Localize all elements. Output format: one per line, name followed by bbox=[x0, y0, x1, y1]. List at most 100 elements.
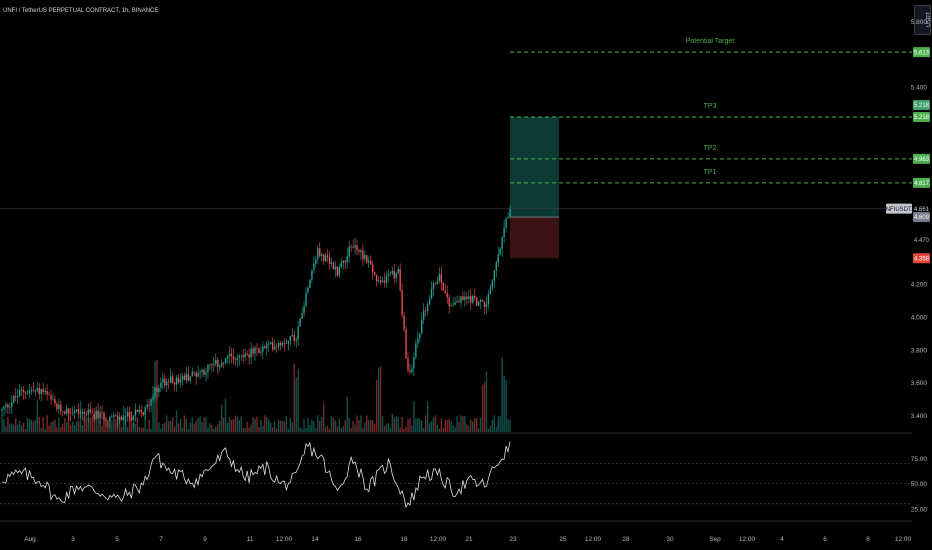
volume-bar bbox=[13, 424, 15, 432]
volume-bar bbox=[389, 427, 392, 432]
candle-body bbox=[146, 404, 148, 408]
volume-bar bbox=[311, 420, 313, 432]
candle-body bbox=[85, 414, 88, 415]
volume-bar bbox=[93, 417, 95, 432]
candle-body bbox=[89, 409, 91, 413]
candle-body bbox=[442, 282, 444, 291]
candle-body bbox=[444, 290, 446, 294]
volume-bar bbox=[68, 410, 70, 432]
volume-bar bbox=[501, 357, 503, 432]
candle-body bbox=[1, 409, 3, 411]
volume-bar bbox=[454, 426, 456, 432]
candle-body bbox=[205, 372, 207, 375]
volume-bar bbox=[358, 420, 360, 432]
volume-bar bbox=[236, 416, 239, 432]
candle-body bbox=[195, 372, 197, 377]
candle-body bbox=[130, 417, 133, 421]
volume-bar bbox=[479, 418, 482, 432]
volume-bar bbox=[401, 416, 403, 432]
candle-body bbox=[462, 296, 464, 301]
volume-bar bbox=[275, 428, 278, 432]
volume-bar bbox=[228, 416, 231, 432]
candle-body bbox=[15, 396, 17, 398]
candle-body bbox=[268, 344, 270, 345]
entry-badge-text: 4.609 bbox=[914, 215, 930, 221]
candle-body bbox=[393, 270, 395, 279]
candle-body bbox=[83, 411, 86, 415]
volume-bar bbox=[115, 419, 117, 432]
candle-body bbox=[199, 372, 201, 374]
price-badge-text: 5.613 bbox=[914, 50, 930, 56]
volume-bar bbox=[474, 418, 476, 432]
volume-bar bbox=[195, 420, 197, 432]
volume-bar bbox=[103, 422, 105, 432]
candle-body bbox=[48, 394, 50, 396]
candle-body bbox=[160, 382, 162, 388]
volume-bar bbox=[397, 417, 399, 432]
volume-bar bbox=[283, 421, 286, 432]
candle-body bbox=[93, 413, 95, 420]
volume-bar bbox=[507, 419, 509, 432]
volume-bar bbox=[175, 410, 178, 432]
volume-bar bbox=[285, 416, 288, 432]
candle-body bbox=[187, 373, 190, 381]
candle-body bbox=[54, 399, 56, 404]
volume-bar bbox=[295, 377, 297, 432]
candle-body bbox=[254, 347, 256, 354]
candle-body bbox=[470, 296, 472, 303]
volume-bar bbox=[303, 418, 305, 432]
volume-bar bbox=[140, 427, 142, 432]
volume-bar bbox=[477, 428, 480, 432]
candle-body bbox=[164, 378, 166, 386]
volume-bar bbox=[183, 415, 186, 432]
volume-bar bbox=[379, 366, 382, 432]
volume-bar bbox=[440, 418, 443, 432]
candle-body bbox=[289, 336, 292, 341]
volume-bar bbox=[189, 422, 191, 432]
volume-bar bbox=[330, 416, 333, 432]
candle-body bbox=[193, 371, 195, 373]
volume-bar bbox=[342, 425, 344, 432]
candle-body bbox=[40, 389, 42, 394]
volume-bar bbox=[146, 428, 148, 432]
candle-body bbox=[389, 273, 392, 275]
volume-bar bbox=[413, 400, 415, 432]
volume-bar bbox=[91, 416, 93, 432]
candle-body bbox=[107, 421, 109, 422]
volume-bar bbox=[26, 417, 29, 432]
candle-body bbox=[244, 353, 246, 358]
candle-body bbox=[505, 218, 507, 229]
candle-body bbox=[360, 250, 362, 252]
candle-body bbox=[377, 280, 380, 282]
candle-body bbox=[397, 269, 399, 273]
candle-body bbox=[95, 410, 97, 420]
volume-bar bbox=[489, 426, 492, 432]
candle-body bbox=[217, 359, 219, 367]
rsi-pane bbox=[0, 441, 912, 509]
volume-bar bbox=[56, 427, 58, 432]
volume-bar bbox=[317, 415, 319, 432]
volume-bar bbox=[118, 419, 121, 432]
candle-body bbox=[132, 415, 135, 421]
volume-bar bbox=[252, 417, 254, 432]
candle-body bbox=[438, 274, 441, 281]
volume-bar bbox=[150, 428, 152, 432]
price-tick-label: 5.800 bbox=[911, 19, 928, 26]
candle-body bbox=[234, 359, 237, 361]
candle-body bbox=[71, 413, 74, 414]
candle-body bbox=[368, 260, 370, 263]
candle-body bbox=[258, 348, 260, 353]
volume-bar bbox=[85, 416, 88, 432]
volume-bar bbox=[260, 419, 262, 432]
volume-bar bbox=[113, 415, 115, 432]
candle-body bbox=[344, 260, 346, 263]
volume-bar bbox=[238, 420, 241, 432]
volume-bar bbox=[475, 418, 478, 432]
volume-bar bbox=[24, 428, 27, 432]
volume-bar bbox=[354, 424, 356, 432]
candle-body bbox=[73, 411, 76, 414]
volume-bar bbox=[201, 422, 203, 432]
time-tick-label: 16 bbox=[354, 536, 362, 543]
candle-body bbox=[385, 275, 388, 283]
